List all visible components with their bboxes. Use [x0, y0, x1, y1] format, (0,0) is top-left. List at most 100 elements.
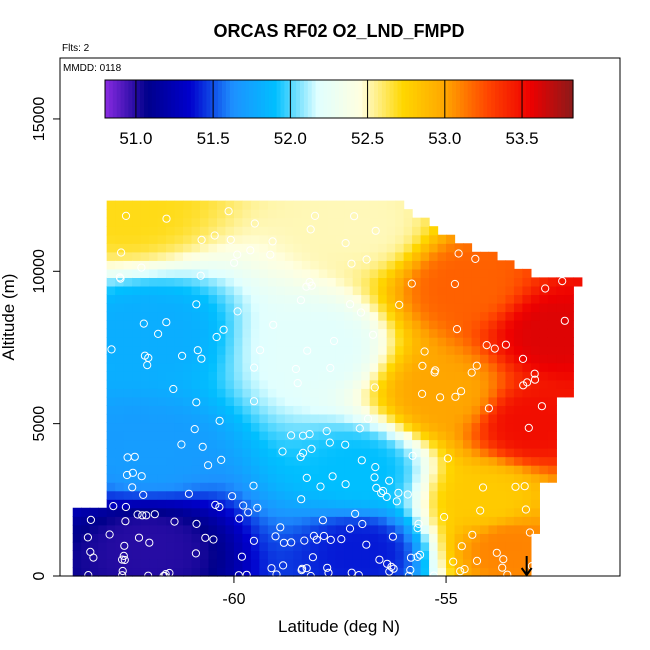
observation-point [271, 532, 280, 541]
heat-cell [480, 507, 490, 517]
heat-cell [225, 379, 235, 389]
heat-cell [225, 226, 235, 236]
heat-cell [352, 260, 362, 270]
heat-cell [284, 456, 294, 466]
heat-cell [259, 379, 269, 389]
heat-cell [420, 550, 430, 560]
heat-cell [505, 371, 515, 381]
heat-cell [446, 251, 456, 261]
heat-cell [132, 507, 142, 517]
heat-cell [293, 430, 303, 441]
heat-cell [352, 251, 362, 261]
colorbar-segment [171, 80, 176, 118]
heat-cell [496, 490, 507, 500]
heat-cell [157, 567, 167, 577]
heat-cell [378, 354, 388, 364]
heat-cell [166, 541, 176, 551]
heat-cell [463, 277, 473, 287]
heat-cell [437, 516, 447, 526]
heat-cell [183, 516, 193, 526]
heat-cell [174, 507, 184, 517]
heat-cell [233, 268, 244, 278]
heat-cell [344, 490, 354, 500]
heat-cell [276, 311, 286, 321]
heat-cell [259, 302, 269, 313]
observation-point [302, 564, 311, 573]
heat-cell [395, 200, 405, 210]
observation-point [134, 533, 144, 542]
heat-cell [216, 251, 227, 261]
heat-cell [301, 558, 311, 569]
heat-cell [446, 294, 456, 304]
heat-cell [106, 405, 116, 415]
heat-cell [293, 234, 303, 244]
observation-point [416, 550, 425, 559]
heat-cell [429, 354, 439, 364]
heat-cell [301, 379, 311, 389]
heat-cell [403, 396, 413, 406]
heat-cell [106, 362, 116, 372]
heat-cell [166, 268, 176, 278]
colorbar-segment [175, 80, 180, 118]
heat-cell [386, 567, 396, 577]
heat-cell [216, 234, 227, 244]
heat-cell [149, 541, 159, 551]
heat-cell [454, 413, 464, 424]
heat-cell [496, 311, 507, 321]
heat-cell [344, 354, 354, 364]
heat-cell [132, 499, 142, 509]
heat-cell [225, 200, 235, 210]
heat-cell [386, 413, 396, 424]
heat-cell [293, 558, 303, 569]
heat-cell [267, 465, 277, 475]
heat-cell [480, 294, 490, 304]
heat-cell [310, 413, 320, 424]
heat-cell [233, 422, 244, 432]
heat-cell [267, 362, 277, 372]
heat-cell [174, 311, 184, 321]
observation-point [249, 397, 259, 406]
heat-cell [174, 337, 184, 347]
heat-cell [437, 541, 447, 551]
heat-cell [412, 337, 422, 347]
heat-cell [233, 456, 244, 466]
heat-cell [378, 541, 388, 551]
heat-cell [233, 507, 244, 517]
observation-point [420, 347, 429, 356]
heat-cell [123, 251, 133, 261]
heat-cell [200, 396, 210, 406]
heat-cell [259, 251, 269, 261]
heat-cell [403, 473, 413, 483]
heat-cell [496, 405, 507, 415]
heat-cell [429, 541, 439, 551]
heat-cell [335, 465, 345, 475]
heat-cell [463, 302, 473, 313]
heat-cell [412, 302, 422, 313]
observation-point [296, 296, 305, 305]
heat-cell [420, 439, 430, 449]
heat-cell [496, 345, 507, 355]
heat-cell [225, 277, 235, 287]
heat-cell [140, 243, 150, 253]
observation-point [121, 502, 131, 512]
heat-cell [183, 337, 193, 347]
heat-cell [327, 285, 337, 296]
observation-point [237, 552, 246, 561]
colorbar-segment [198, 80, 204, 118]
heat-cell [539, 345, 549, 355]
heat-cell [327, 226, 337, 236]
heat-cell [284, 405, 294, 415]
heat-cell [310, 285, 320, 296]
heat-cell [454, 285, 464, 296]
heat-cell [132, 371, 142, 381]
heat-cell [412, 413, 422, 424]
observation-point [204, 461, 213, 470]
heat-cell [318, 234, 328, 244]
heat-cell [276, 567, 286, 577]
heat-cell [539, 371, 549, 381]
heat-cell [276, 439, 286, 449]
observation-point [413, 552, 422, 562]
heat-cell [276, 200, 286, 210]
heat-cell [301, 507, 311, 517]
heat-cell [412, 268, 422, 278]
